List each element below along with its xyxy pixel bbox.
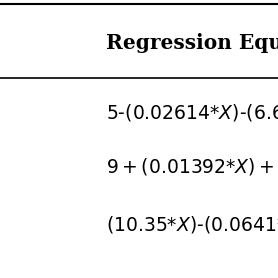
Text: $\mathit{5\text{-}(0.02614{*}X)\text{-}(6.67{*}10}$: $\mathit{5\text{-}(0.02614{*}X)\text{-}(… — [106, 102, 278, 123]
Text: Regression Equation: Regression Equation — [106, 33, 278, 53]
Text: $\mathit{9+(0.01392{*}X)+(3.398}$: $\mathit{9+(0.01392{*}X)+(3.398}$ — [106, 156, 278, 177]
Text: $\mathit{(10.35{*}X)\text{-}(0.0641{*}X^2)}$: $\mathit{(10.35{*}X)\text{-}(0.0641{*}X^… — [106, 212, 278, 235]
